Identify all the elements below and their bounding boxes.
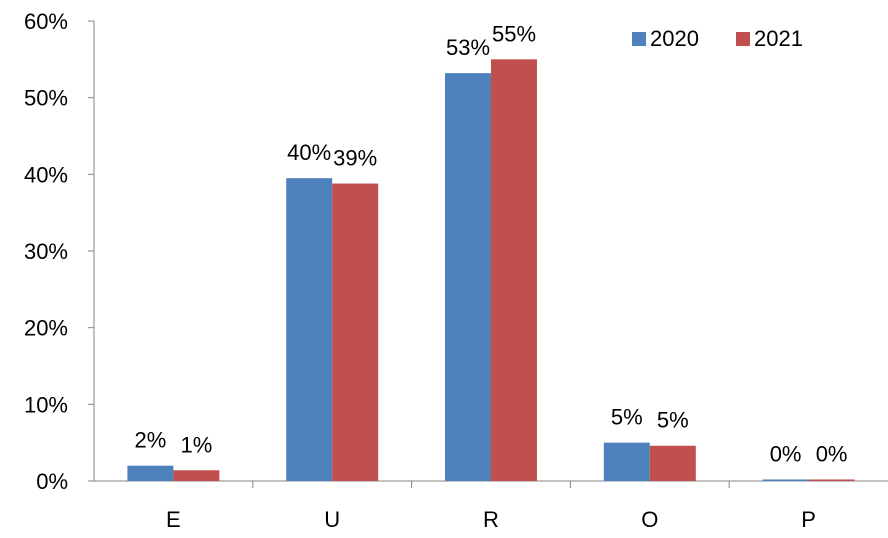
bars	[127, 59, 855, 482]
y-tick-label: 40%	[24, 162, 68, 187]
bar	[762, 479, 809, 481]
legend-swatch	[736, 32, 750, 46]
data-label: 53%	[446, 35, 490, 60]
bar	[332, 183, 379, 482]
bar	[808, 479, 855, 481]
data-labels: 2% 40% 53% 5% 0% 1% 39% 55% 5% 0%	[135, 21, 848, 466]
x-tick-label: O	[641, 507, 658, 532]
data-label: 2%	[135, 428, 167, 453]
bar	[491, 59, 537, 481]
bar	[173, 470, 220, 481]
data-label: 40%	[287, 140, 331, 165]
legend-label: 2020	[650, 26, 699, 51]
data-label: 39%	[333, 146, 377, 171]
data-label: 0%	[816, 441, 848, 466]
x-tick-label: P	[801, 507, 816, 532]
legend-label: 2021	[754, 26, 803, 51]
bar	[445, 73, 491, 481]
x-tick-label: R	[483, 507, 499, 532]
data-label: 5%	[611, 405, 643, 430]
data-label: 0%	[770, 441, 802, 466]
bar	[603, 442, 650, 481]
bar	[649, 445, 696, 481]
data-label: 1%	[181, 432, 213, 457]
bar	[127, 465, 174, 481]
bar	[286, 178, 333, 481]
legend: 2020 2021	[632, 26, 803, 51]
y-tick-label: 10%	[24, 392, 68, 417]
axes: 0% 10% 20% 30% 40% 50% 60% E U R O P	[24, 9, 888, 532]
data-label: 55%	[492, 21, 536, 46]
y-tick-label: 20%	[24, 316, 68, 341]
data-label: 5%	[657, 408, 689, 433]
y-tick-label: 60%	[24, 9, 68, 34]
y-tick-label: 0%	[36, 469, 68, 494]
x-tick-label: E	[166, 507, 181, 532]
x-tick-label: U	[324, 507, 340, 532]
y-tick-label: 50%	[24, 86, 68, 111]
y-tick-label: 30%	[24, 239, 68, 264]
legend-swatch	[632, 32, 646, 46]
